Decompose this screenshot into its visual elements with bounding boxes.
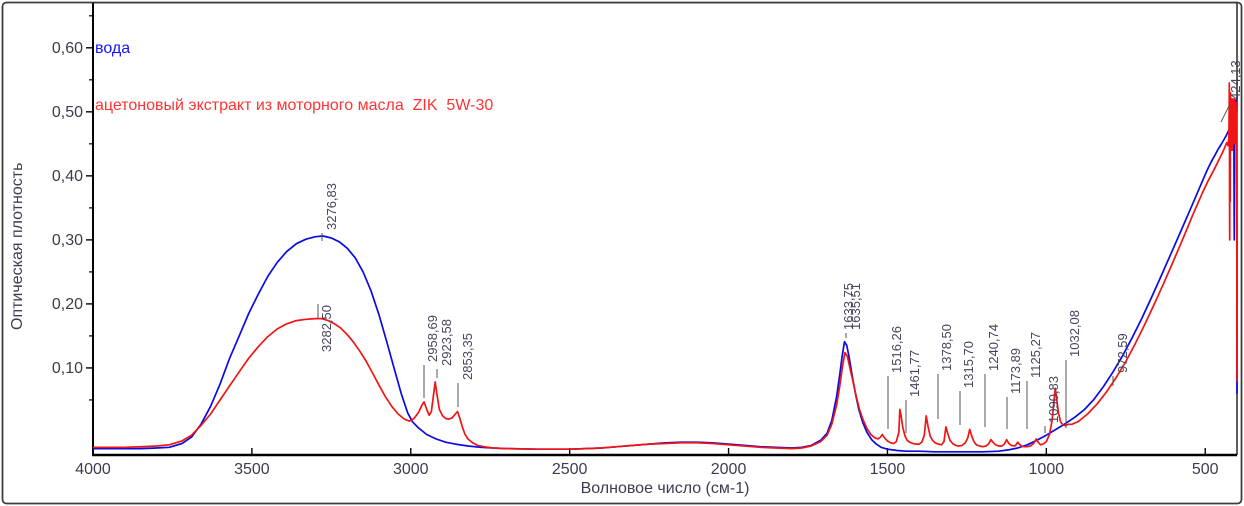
y-tick-label: 0,20 [52,296,83,313]
peak-label: 2958,69 [425,315,440,362]
peak-label: 1315,70 [961,341,976,388]
x-tick-label: 3000 [393,461,429,478]
peak-label: 1090,83 [1046,376,1061,423]
peak-label: 424,13 [1228,60,1243,100]
peak-label: 1461,77 [907,350,922,397]
peak-label: 2853,35 [460,333,475,380]
peak-label: 1635,51 [848,283,863,330]
peak-label: 3276,83 [324,183,339,230]
peak-label: 1125,27 [1028,332,1043,378]
y-tick-label: 0,40 [52,168,83,185]
legend-water-label: вода [95,40,131,57]
peak-leader-line [1220,103,1231,123]
x-tick-label: 4000 [75,461,111,478]
peak-label: 3282,50 [319,305,334,352]
x-tick-label: 1500 [870,461,906,478]
x-axis-title: Волновое число (см-1) [581,480,750,497]
legend: вода ацетоновый экстракт из моторного ма… [95,1,493,153]
y-tick-label: 0,10 [52,360,83,377]
oil-extract-curve [93,82,1238,451]
y-tick-label: 0,60 [52,40,83,57]
y-tick-label: 0,50 [52,104,83,121]
x-tick-label: 3500 [234,461,270,478]
x-tick-label: 2500 [552,461,588,478]
peak-label: 1173,89 [1008,348,1023,394]
peak-label: 1633,75 [841,283,856,330]
peak-label: 1032,08 [1067,310,1082,357]
peak-label: 2923,58 [439,319,454,366]
peak-label: 972,59 [1115,333,1130,373]
legend-extract-label: ацетоновый экстракт из моторного масла Z… [95,97,494,114]
y-tick-label: 0,30 [52,232,83,249]
peak-label: 1240,74 [986,324,1001,371]
x-tick-label: 1000 [1029,461,1065,478]
peak-label: 1378,50 [939,324,954,371]
x-tick-label: 2000 [711,461,747,478]
x-tick-label: 500 [1192,461,1219,478]
y-axis-title: Оптическая плотность [9,163,26,330]
peak-label: 1516,26 [889,326,904,373]
